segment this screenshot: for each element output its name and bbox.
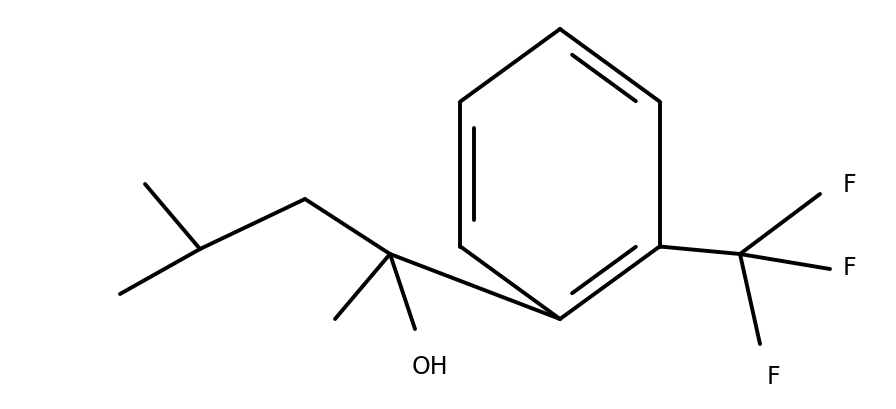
Text: F: F — [843, 255, 857, 279]
Text: F: F — [766, 364, 780, 388]
Text: F: F — [843, 173, 857, 196]
Text: OH: OH — [411, 354, 448, 378]
